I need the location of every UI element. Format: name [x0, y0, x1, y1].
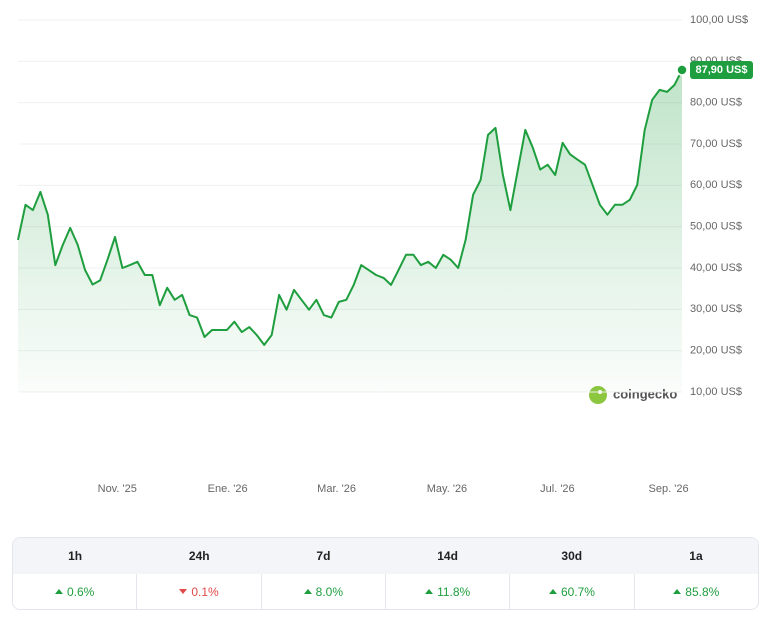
period-header: 1h	[68, 549, 83, 563]
y-tick-label: 50,00 US$	[690, 221, 742, 233]
change-value: 11.8%	[437, 584, 471, 599]
y-tick-label: 70,00 US$	[690, 138, 742, 150]
period-header: 7d	[316, 549, 331, 563]
change-cell: 11.8%	[386, 574, 511, 609]
area	[18, 70, 682, 392]
price-line	[17, 69, 683, 346]
change-cell: 0.1%	[137, 574, 262, 609]
period-header: 30d	[561, 549, 583, 563]
y-tick-label: 40,00 US$	[690, 262, 742, 274]
change-cell: 0.6%	[13, 574, 138, 609]
y-tick-label: 60,00 US$	[690, 179, 742, 191]
up-arrow	[425, 589, 434, 594]
change-cell: 85.8%	[635, 574, 758, 609]
change-value: 60.7%	[560, 584, 595, 599]
change-value: 8.0%	[315, 584, 343, 599]
y-tick-label: 80,00 US$	[690, 97, 742, 109]
change-value: 0.1%	[191, 584, 219, 599]
price-tag	[690, 61, 753, 80]
x-tick-label: Jul. '26	[540, 483, 575, 495]
y-tick-label: 100,00 US$	[690, 14, 748, 26]
x-tick-label: Nov. '25	[98, 483, 137, 495]
price-tag-label: 87,90 US$	[696, 64, 748, 76]
change-value: 0.6%	[66, 584, 95, 599]
header-row: 1h 24h 7d 14d 30d 1a	[13, 538, 758, 574]
up-arrow	[548, 589, 557, 594]
up-arrow	[673, 589, 682, 594]
x-tick-label: Ene. '26	[208, 483, 248, 495]
change-table: 1h 24h 7d 14d 30d 1a 0.6% 0.1% 8.0% 11.8% 60.7% 85…	[12, 537, 759, 610]
y-tick-label: 10,00 US$	[690, 386, 742, 398]
change-value: 85.8%	[685, 584, 720, 599]
last-point	[676, 64, 688, 76]
period-header: 14d	[437, 549, 458, 563]
change-cell: 60.7%	[510, 574, 635, 609]
value-row: 0.6% 0.1% 8.0% 11.8% 60.7% 85.8%	[13, 574, 758, 609]
chart: coingecko 10,00 US$20,00 US$30,00 US$40,…	[17, 14, 753, 495]
y-tick-label: 20,00 US$	[690, 345, 742, 357]
down-arrow	[179, 589, 188, 594]
change-cell: 8.0%	[262, 574, 386, 609]
y-tick-label: 30,00 US$	[690, 303, 742, 315]
x-tick-label: Mar. '26	[317, 483, 356, 495]
x-tick-label: May. '26	[427, 483, 467, 495]
up-arrow	[303, 589, 312, 594]
x-tick-label: Sep. '26	[649, 483, 689, 495]
period-header: 24h	[188, 549, 210, 563]
period-header: 1a	[689, 549, 703, 563]
up-arrow	[54, 589, 63, 594]
